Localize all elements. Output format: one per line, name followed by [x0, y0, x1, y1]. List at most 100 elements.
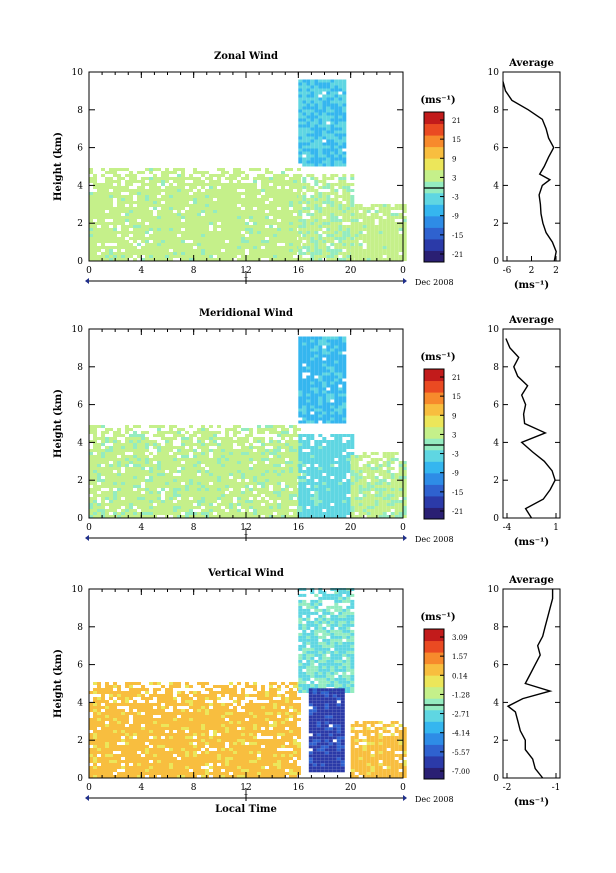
- heatmap-cell: [402, 216, 407, 219]
- heatmap-cell: [334, 354, 339, 358]
- heatmap-cell: [293, 500, 297, 503]
- heatmap-cell: [306, 399, 311, 403]
- heatmap-cell: [249, 243, 253, 246]
- heatmap-cell: [281, 497, 285, 500]
- heatmap-cell: [350, 195, 355, 198]
- heatmap-cell: [137, 234, 141, 237]
- heatmap-cell: [334, 479, 339, 482]
- heatmap-cell: [229, 443, 233, 446]
- heatmap-cell: [173, 470, 177, 473]
- heatmap-cell: [306, 225, 311, 228]
- heatmap-cell: [93, 425, 97, 428]
- heatmap-cell: [298, 494, 303, 497]
- heatmap-cell: [378, 506, 383, 509]
- heatmap-cell: [233, 470, 237, 473]
- heatmap-cell: [382, 207, 387, 210]
- heatmap-cell: [318, 405, 323, 409]
- heatmap-cell: [209, 425, 213, 428]
- heatmap-cell: [350, 246, 355, 249]
- heatmap-cell: [89, 207, 93, 210]
- heatmap-cell: [105, 440, 109, 443]
- heatmap-cell: [89, 772, 93, 775]
- heatmap-cell: [165, 497, 169, 500]
- heatmap-cell: [97, 503, 101, 506]
- heatmap-cell: [133, 252, 137, 255]
- heatmap-cell: [334, 219, 339, 222]
- heatmap-cell: [189, 234, 193, 237]
- heatmap-cell: [205, 255, 209, 258]
- heatmap-cell: [213, 213, 217, 216]
- heatmap-cell: [249, 512, 253, 515]
- heatmap-cell: [318, 458, 323, 461]
- heatmap-cell: [177, 237, 181, 240]
- heatmap-cell: [382, 506, 387, 509]
- heatmap-cell: [310, 437, 315, 440]
- heatmap-cell: [378, 467, 383, 470]
- heatmap-cell: [185, 509, 189, 512]
- heatmap-cell: [310, 139, 315, 143]
- heatmap-cell: [173, 216, 177, 219]
- heatmap-cell: [398, 467, 403, 470]
- heatmap-cell: [322, 336, 327, 340]
- heatmap-cell: [241, 485, 245, 488]
- heatmap-cell: [197, 488, 201, 491]
- heatmap-cell: [330, 384, 335, 388]
- heatmap-cell: [109, 491, 113, 494]
- heatmap-cell: [273, 246, 277, 249]
- heatmap-cell: [213, 464, 217, 467]
- heatmap-cell: [261, 234, 265, 237]
- heatmap-cell: [261, 213, 265, 216]
- heatmap-cell: [133, 485, 137, 488]
- heatmap-cell: [221, 243, 225, 246]
- heatmap-cell: [378, 503, 383, 506]
- heatmap-cell: [302, 79, 307, 83]
- heatmap-cell: [330, 402, 335, 406]
- heatmap-cell: [185, 255, 189, 258]
- heatmap-cell: [402, 207, 407, 210]
- heatmap-cell: [209, 237, 213, 240]
- heatmap-cell: [181, 237, 185, 240]
- heatmap-cell: [261, 440, 265, 443]
- heatmap-cell: [269, 213, 273, 216]
- heatmap-cell: [237, 258, 241, 261]
- heatmap-cell: [165, 237, 169, 240]
- heatmap-cell: [113, 497, 117, 500]
- heatmap-cell: [229, 228, 233, 231]
- heatmap-cell: [334, 195, 339, 198]
- heatmap-cell: [233, 428, 237, 431]
- heatmap-cell: [117, 240, 121, 243]
- heatmap-cell: [261, 216, 265, 219]
- heatmap-cell: [322, 378, 327, 382]
- heatmap-cell: [398, 506, 403, 509]
- heatmap-cell: [117, 503, 121, 506]
- heatmap-cell: [161, 216, 165, 219]
- heatmap-cell: [177, 210, 181, 213]
- heatmap-cell: [398, 249, 403, 252]
- heatmap-cell: [145, 458, 149, 461]
- heatmap-cell: [157, 434, 161, 437]
- heatmap-cell: [285, 216, 289, 219]
- heatmap-cell: [101, 470, 105, 473]
- heatmap-cell: [145, 192, 149, 195]
- heatmap-cell: [322, 94, 327, 98]
- heatmap-cell: [109, 234, 113, 237]
- heatmap-cell: [326, 381, 331, 385]
- heatmap-cell: [334, 154, 339, 158]
- heatmap-cell: [149, 470, 153, 473]
- heatmap-cell: [157, 485, 161, 488]
- heatmap-cell: [117, 249, 121, 252]
- heatmap-cell: [137, 506, 141, 509]
- heatmap-cell: [269, 210, 273, 213]
- heatmap-cell: [285, 201, 289, 204]
- x-tick-label: 0: [400, 266, 406, 276]
- heatmap-cell: [342, 228, 347, 231]
- heatmap-cell: [330, 88, 335, 92]
- heatmap-cell: [105, 189, 109, 192]
- heatmap-cell: [298, 366, 303, 370]
- heatmap-cell: [277, 183, 281, 186]
- heatmap-cell: [394, 243, 399, 246]
- heatmap-cell: [217, 210, 221, 213]
- heatmap-cell: [318, 482, 323, 485]
- heatmap-cell: [378, 500, 383, 503]
- heatmap-cell: [101, 452, 105, 455]
